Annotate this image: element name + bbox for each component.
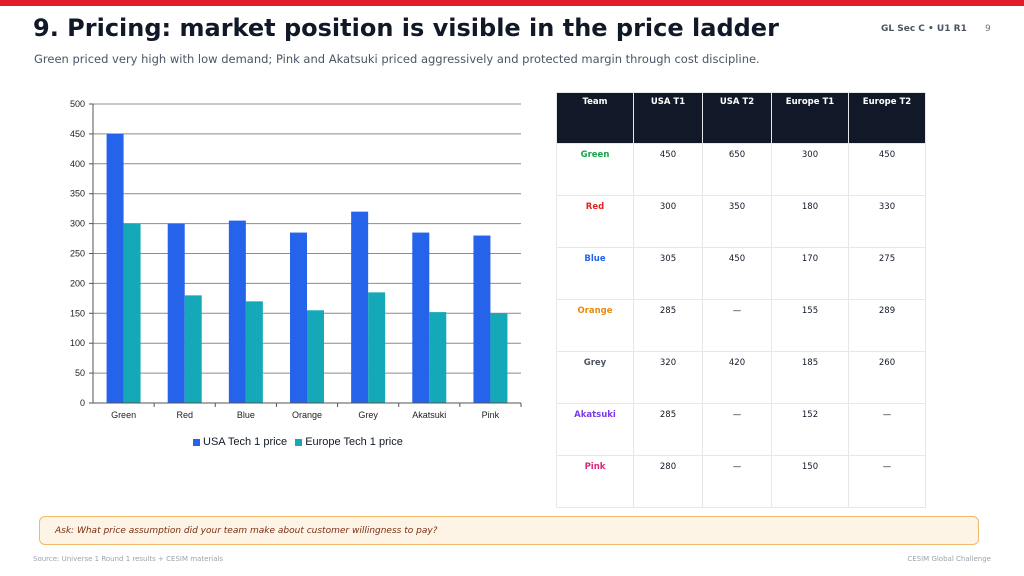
legend-swatch-europe — [295, 438, 303, 446]
team-cell: Green — [556, 143, 634, 196]
table-cell: 285 — [633, 403, 703, 456]
table-cell: 450 — [702, 247, 772, 300]
header-usa-t2: USA T2 — [702, 92, 772, 144]
legend-item-europe: Europe Tech 1 price — [295, 436, 403, 448]
team-cell: Akatsuki — [556, 403, 634, 456]
table-cell: — — [702, 455, 772, 508]
table-cell: — — [848, 403, 926, 456]
legend-label-usa: USA Tech 1 price — [203, 436, 288, 448]
team-cell: Red — [556, 195, 634, 248]
price-bar-chart: 0 50 100 150 200 250 300 350 400 450 500 Green Red Bl… — [70, 99, 522, 420]
callout-text: Ask: What price assumption did your team… — [55, 526, 438, 536]
y-tick-label: 500 — [70, 99, 85, 109]
table-row: Blue 305 450 170 275 — [556, 247, 926, 300]
x-tick-label: Green — [111, 410, 136, 420]
x-tick-label: Orange — [292, 410, 322, 420]
chart-legend: USA Tech 1 price Europe Tech 1 price — [193, 436, 403, 448]
header-usa-t1: USA T1 — [633, 92, 703, 144]
table-row: Red 300 350 180 330 — [556, 195, 926, 248]
y-tick-label: 250 — [70, 249, 85, 259]
bar-europe-akatsuki — [429, 312, 447, 403]
table-cell: 305 — [633, 247, 703, 300]
y-tick-label: 50 — [75, 368, 85, 378]
table-row: Green 450 650 300 450 — [556, 143, 926, 196]
bar-europe-grey — [368, 292, 386, 403]
page-title: 9. Pricing: market position is visible i… — [33, 14, 779, 42]
table-cell: 450 — [633, 143, 703, 196]
table-cell: 150 — [771, 455, 849, 508]
table-cell: 320 — [633, 351, 703, 404]
bar-usa-blue — [228, 220, 246, 403]
x-tick-label: Red — [176, 410, 193, 420]
legend-item-usa: USA Tech 1 price — [193, 436, 287, 448]
table-cell: 650 — [702, 143, 772, 196]
team-cell: Blue — [556, 247, 634, 300]
page-number: 9 — [985, 24, 991, 34]
table-cell: — — [702, 403, 772, 456]
y-tick-label: 350 — [70, 189, 85, 199]
top-accent-bar — [0, 0, 1024, 6]
team-cell: Orange — [556, 299, 634, 352]
y-tick-label: 300 — [70, 219, 85, 229]
footer-brand: CESIM Global Challenge — [907, 555, 991, 563]
table-cell: 275 — [848, 247, 926, 300]
team-cell: Pink — [556, 455, 634, 508]
bar-europe-blue — [245, 301, 263, 403]
y-tick-label: 150 — [70, 308, 85, 318]
table-cell: 420 — [702, 351, 772, 404]
x-tick-label: Blue — [237, 410, 255, 420]
table-cell: — — [702, 299, 772, 352]
page-subtitle: Green priced very high with low demand; … — [34, 52, 760, 66]
x-tick-label: Pink — [482, 410, 500, 420]
bar-usa-pink — [473, 235, 491, 403]
table-cell: 330 — [848, 195, 926, 248]
table-row: Orange 285 — 155 289 — [556, 299, 926, 352]
table-cell: 170 — [771, 247, 849, 300]
table-cell: 180 — [771, 195, 849, 248]
table-row: Grey 320 420 185 260 — [556, 351, 926, 404]
legend-label-europe: Europe Tech 1 price — [305, 436, 403, 448]
bar-europe-pink — [490, 313, 508, 403]
bar-usa-green — [106, 133, 124, 403]
y-tick-label: 450 — [70, 129, 85, 139]
x-tick-label: Akatsuki — [412, 410, 446, 420]
y-tick-label: 200 — [70, 278, 85, 288]
price-table: Team USA T1 USA T2 Europe T1 Europe T2 G… — [556, 92, 926, 508]
x-tick-label: Grey — [358, 410, 378, 420]
table-cell: 155 — [771, 299, 849, 352]
y-tick-label: 400 — [70, 159, 85, 169]
team-cell: Grey — [556, 351, 634, 404]
table-cell: 280 — [633, 455, 703, 508]
discussion-callout: Ask: What price assumption did your team… — [39, 516, 979, 545]
bar-usa-red — [167, 223, 185, 403]
table-cell: 350 — [702, 195, 772, 248]
legend-swatch-usa — [193, 438, 200, 446]
table-cell: 300 — [633, 195, 703, 248]
header-europe-t2: Europe T2 — [848, 92, 926, 144]
table-header-row: Team USA T1 USA T2 Europe T1 Europe T2 — [556, 92, 926, 144]
table-row: Pink 280 — 150 — — [556, 455, 926, 508]
table-cell: 300 — [771, 143, 849, 196]
bar-europe-red — [184, 295, 202, 403]
bar-europe-orange — [307, 310, 324, 403]
bar-usa-grey — [351, 211, 369, 403]
footer-source: Source: Universe 1 Round 1 results + CES… — [33, 555, 224, 563]
table-cell: — — [848, 455, 926, 508]
bar-usa-akatsuki — [412, 232, 430, 403]
table-row: Akatsuki 285 — 152 — — [556, 403, 926, 456]
table-cell: 450 — [848, 143, 926, 196]
bar-europe-green — [123, 223, 141, 403]
header-europe-t1: Europe T1 — [771, 92, 849, 144]
header-team: Team — [556, 92, 634, 144]
y-tick-label: 0 — [80, 398, 85, 408]
table-cell: 152 — [771, 403, 849, 456]
bar-usa-orange — [290, 232, 307, 403]
table-cell: 185 — [771, 351, 849, 404]
table-cell: 289 — [848, 299, 926, 352]
y-tick-label: 100 — [70, 338, 85, 348]
course-code: GL Sec C • U1 R1 — [881, 24, 967, 34]
table-cell: 260 — [848, 351, 926, 404]
table-cell: 285 — [633, 299, 703, 352]
